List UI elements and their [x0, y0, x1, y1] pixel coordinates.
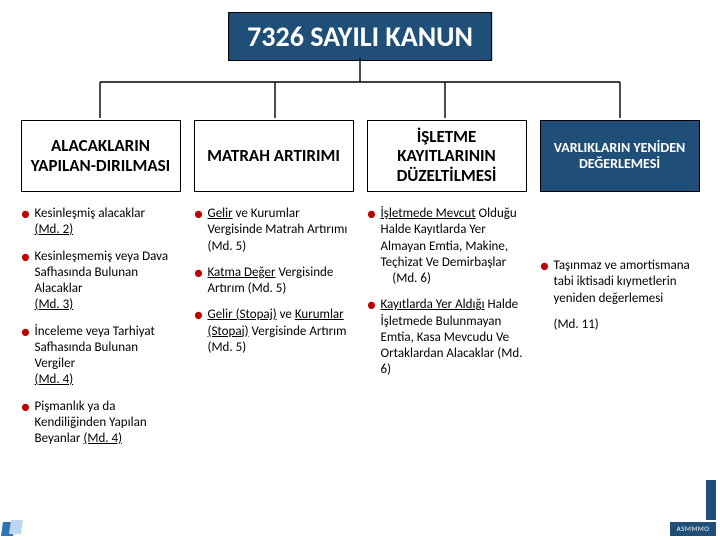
list-item: İnceleme veya Tarhiyat Safhasında Buluna…: [21, 324, 181, 389]
column-header: MATRAH ARTIRIMI: [194, 120, 354, 192]
column-header: ALACAKLARIN YAPILAN-DIRILMASI: [21, 120, 181, 192]
list-item: Katma Değer Vergisinde Artırım (Md. 5): [194, 265, 354, 298]
list-item: Kesinleşmiş alacaklar (Md. 2): [21, 206, 181, 239]
column-header: VARLIKLARIN YENİDEN DEĞERLEMESİ: [540, 120, 700, 192]
footer-logo: ASMMMO: [670, 522, 716, 536]
column: Taşınmaz ve amortismana tabi iktisadi kı…: [540, 206, 700, 457]
column-headers-row: ALACAKLARIN YAPILAN-DIRILMASIMATRAH ARTI…: [0, 120, 720, 192]
column: Kesinleşmiş alacaklar (Md. 2) Kesinleşmem…: [21, 206, 181, 457]
logo-accent-bar: [706, 480, 716, 520]
list-item: Kayıtlarda Yer Aldığı Halde İşletmede Bu…: [367, 297, 527, 378]
spacer: [540, 206, 700, 258]
list-item: Gelir ve Kurumlar Vergisinde Matrah Artı…: [194, 206, 354, 255]
columns-row: Kesinleşmiş alacaklar (Md. 2) Kesinleşmem…: [0, 206, 720, 457]
bottom-left-mark: [0, 520, 26, 538]
column-header: İŞLETME KAYITLARININ DÜZELTİLMESİ: [367, 120, 527, 192]
list-item: İşletmede Mevcut Olduğu Halde Kayıtlarda…: [367, 206, 527, 287]
list-item: Pişmanlık ya da Kendiliğinden Yapılan Be…: [21, 399, 181, 448]
list-item: Kesinleşmemiş veya Dava Safhasında Bulun…: [21, 249, 181, 314]
list-item: Taşınmaz ve amortismana tabi iktisadi kı…: [540, 258, 700, 307]
list-item: Gelir (Stopaj) ve Kurumlar (Stopaj) Verg…: [194, 307, 354, 356]
column: Gelir ve Kurumlar Vergisinde Matrah Artı…: [194, 206, 354, 457]
list-item-plain: (Md. 11): [540, 317, 700, 333]
column: İşletmede Mevcut Olduğu Halde Kayıtlarda…: [367, 206, 527, 457]
chart-title: 7326 SAYILI KANUN: [228, 12, 492, 61]
